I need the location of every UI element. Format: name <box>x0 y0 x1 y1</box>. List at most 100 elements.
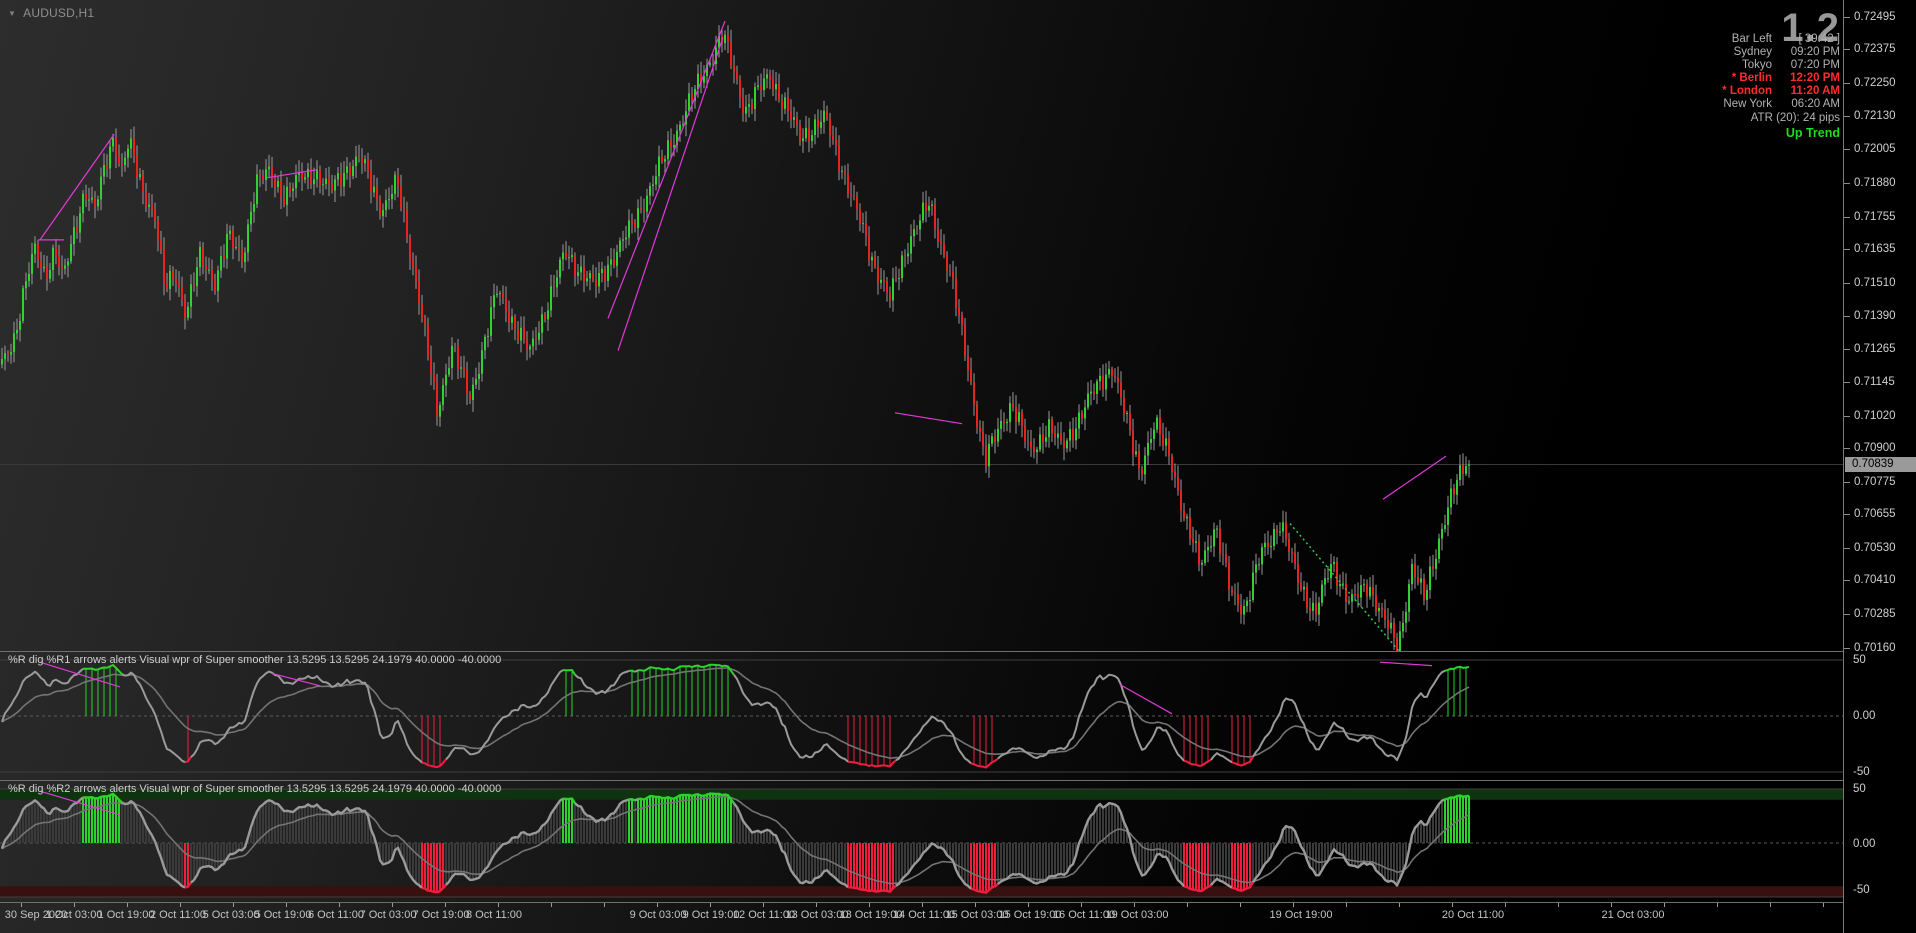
price-axis-border <box>1843 0 1844 933</box>
indicator-2-label: %R dig %R2 arrows alerts Visual wpr of S… <box>8 783 502 795</box>
main-price-chart[interactable] <box>0 0 1843 651</box>
time-tick <box>339 903 340 907</box>
time-tick <box>1558 903 1559 907</box>
time-tick <box>657 903 658 907</box>
time-tick <box>1823 903 1824 907</box>
time-tick <box>1346 903 1347 907</box>
time-tick-label: 1 Oct 03:00 <box>45 909 103 921</box>
time-axis[interactable]: 30 Sep 2020 1 Oct 03:00 1 Oct 19:00 2 Oct 1… <box>0 903 1843 933</box>
time-tick <box>1134 903 1135 907</box>
price-tick-label: 0.71020 <box>1854 409 1896 422</box>
price-tick <box>1844 547 1850 549</box>
time-tick-label: 14 Oct 11:00 <box>892 909 956 921</box>
chart-background <box>0 0 1843 933</box>
symbol-text: AUDUSD,H1 <box>23 6 95 20</box>
indicator-panel-2-chart[interactable] <box>0 781 1843 902</box>
time-tick-label: 19 Oct 03:00 <box>1105 909 1169 921</box>
price-tick <box>1844 647 1850 649</box>
panel-separator-2[interactable] <box>0 780 1916 781</box>
session-row: New York 06:20 AM <box>1723 98 1840 110</box>
price-tick <box>1844 249 1850 251</box>
price-tick-label: 0.71635 <box>1854 243 1896 256</box>
time-tick-label: 21 Oct 03:00 <box>1601 909 1665 921</box>
price-tick-label: 0.71145 <box>1854 375 1895 388</box>
spread-big-value: 1.2 <box>1781 6 1840 50</box>
time-tick-label: 13 Oct 03:00 <box>785 909 849 921</box>
time-tick-label: 2 Oct 11:00 <box>149 909 207 921</box>
time-tick-label: 15 Oct 19:00 <box>998 909 1062 921</box>
session-row: Bar Left[ 39:42 ] <box>1731 33 1840 45</box>
panel-separator-1[interactable] <box>0 651 1916 652</box>
time-tick-label: 16 Oct 11:00 <box>1052 909 1116 921</box>
session-row: * London 11:20 AM <box>1722 85 1840 97</box>
session-row: Sydney 09:20 PM <box>1733 46 1840 58</box>
time-tick <box>1399 903 1400 907</box>
time-tick <box>1611 903 1612 907</box>
price-tick-label: 0.71390 <box>1854 309 1896 322</box>
time-tick <box>1081 903 1082 907</box>
time-tick <box>392 903 393 907</box>
session-row: Tokyo 07:20 PM <box>1741 59 1840 71</box>
time-tick <box>498 903 499 907</box>
time-tick <box>233 903 234 907</box>
time-tick <box>180 903 181 907</box>
price-tick-label: 0.72005 <box>1854 143 1896 156</box>
price-tick <box>1844 183 1850 185</box>
time-tick-label: 1 Oct 19:00 <box>97 909 155 921</box>
price-tick-label: 0.72250 <box>1854 77 1896 90</box>
time-tick <box>816 903 817 907</box>
time-tick <box>1028 903 1029 907</box>
price-tick <box>1844 49 1850 51</box>
price-tick <box>1844 614 1850 616</box>
time-tick <box>975 903 976 907</box>
time-tick <box>869 903 870 907</box>
price-tick <box>1844 315 1850 317</box>
time-tick <box>1664 903 1665 907</box>
time-tick <box>286 903 287 907</box>
time-tick-label: 7 Oct 19:00 <box>412 909 470 921</box>
price-tick-label: 0.71510 <box>1854 277 1896 290</box>
time-tick-label: 13 Oct 19:00 <box>839 909 903 921</box>
indicator-scale-label: 50 <box>1853 783 1866 795</box>
price-tick <box>1844 149 1850 151</box>
time-tick <box>1187 903 1188 907</box>
chevron-down-icon[interactable]: ▼ <box>8 9 17 18</box>
price-tick-label: 0.71265 <box>1854 343 1896 356</box>
indicator-scale-label: 0.00 <box>1853 710 1876 722</box>
time-tick <box>74 903 75 907</box>
indicator-scale-label: -50 <box>1853 766 1870 778</box>
price-axis[interactable]: 0.72495 0.72375 0.72250 0.72130 0.72005 0.718… <box>1844 0 1916 933</box>
indicator-1-label: %R dig %R1 arrows alerts Visual wpr of S… <box>8 654 502 666</box>
time-tick <box>127 903 128 907</box>
indicator-panel-1-chart[interactable] <box>0 652 1843 780</box>
indicator-scale-label: -50 <box>1853 884 1870 896</box>
price-tick <box>1844 216 1850 218</box>
price-tick-label: 0.70530 <box>1854 541 1896 554</box>
time-tick-label: 15 Oct 03:00 <box>945 909 1009 921</box>
time-tick <box>1717 903 1718 907</box>
price-tick-label: 0.72375 <box>1854 43 1896 56</box>
price-tick-label: 0.71755 <box>1854 210 1896 223</box>
price-tick-label: 0.70900 <box>1854 441 1896 454</box>
price-tick-label: 0.70160 <box>1854 641 1896 654</box>
time-axis-separator <box>0 902 1916 903</box>
time-tick <box>922 903 923 907</box>
time-tick-label: 20 Oct 11:00 <box>1441 909 1505 921</box>
atr-label: ATR (20): 24 pips <box>1750 112 1840 124</box>
time-tick-label: 30 Sep 2020 <box>4 909 68 921</box>
time-tick <box>551 903 552 907</box>
symbol-timeframe-label[interactable]: ▼ AUDUSD,H1 <box>8 6 94 20</box>
time-tick <box>710 903 711 907</box>
price-tick <box>1844 17 1850 18</box>
session-clock-panel: Bar Left[ 39:42 ] Sydney 09:20 PM Tokyo 07:2… <box>1610 33 1840 111</box>
time-tick-label: 12 Oct 11:00 <box>732 909 796 921</box>
indicator-scale-label: 0.00 <box>1853 838 1876 850</box>
price-tick-label: 0.70410 <box>1854 574 1896 587</box>
time-tick-label: 9 Oct 03:00 <box>629 909 687 921</box>
current-price-box: 0.70839 <box>1845 457 1916 473</box>
time-tick <box>1240 903 1241 907</box>
price-tick <box>1844 115 1850 117</box>
price-tick <box>1844 481 1850 483</box>
indicator-scale-label: 50 <box>1853 654 1866 666</box>
time-tick <box>1452 903 1453 907</box>
